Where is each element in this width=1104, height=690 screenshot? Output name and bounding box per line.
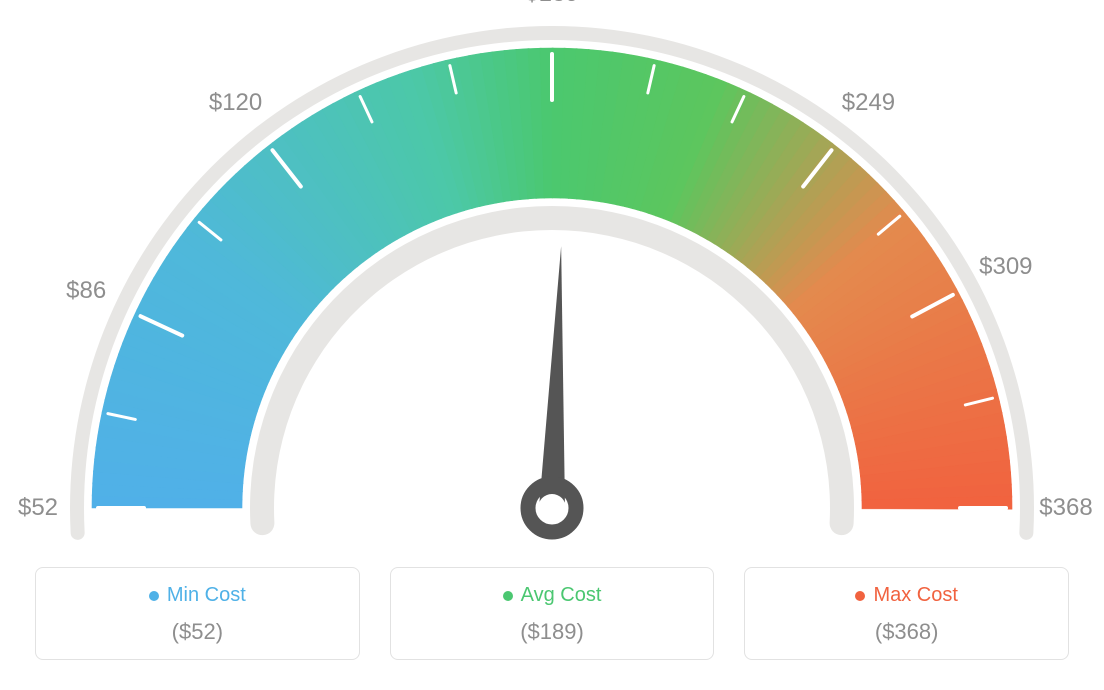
legend-value-max: ($368) <box>755 619 1058 645</box>
legend-value-min: ($52) <box>46 619 349 645</box>
gauge-tick-label: $189 <box>525 0 578 8</box>
legend-label-avg: Avg Cost <box>521 584 602 607</box>
legend-dot-min <box>149 591 159 601</box>
legend-box-min: Min Cost ($52) <box>35 567 360 660</box>
legend-label-min: Min Cost <box>167 584 246 607</box>
legend-title-avg: Avg Cost <box>503 584 602 607</box>
gauge-tick-label: $249 <box>842 89 895 117</box>
gauge-svg <box>0 0 1104 560</box>
gauge-tick-label: $309 <box>979 253 1032 281</box>
gauge-tick-label: $120 <box>209 89 262 117</box>
legend-row: Min Cost ($52) Avg Cost ($189) Max Cost … <box>35 567 1069 660</box>
legend-box-max: Max Cost ($368) <box>744 567 1069 660</box>
legend-box-avg: Avg Cost ($189) <box>390 567 715 660</box>
legend-dot-max <box>855 591 865 601</box>
legend-label-max: Max Cost <box>873 584 957 607</box>
legend-value-avg: ($189) <box>401 619 704 645</box>
gauge-tick-label: $52 <box>18 494 58 522</box>
legend-title-max: Max Cost <box>855 584 957 607</box>
gauge-tick-label: $86 <box>66 277 106 305</box>
gauge-tick-label: $368 <box>1039 494 1092 522</box>
legend-title-min: Min Cost <box>149 584 246 607</box>
legend-dot-avg <box>503 591 513 601</box>
gauge-chart: $52 $86 $120 $189 $249 $309 $368 <box>0 0 1104 560</box>
